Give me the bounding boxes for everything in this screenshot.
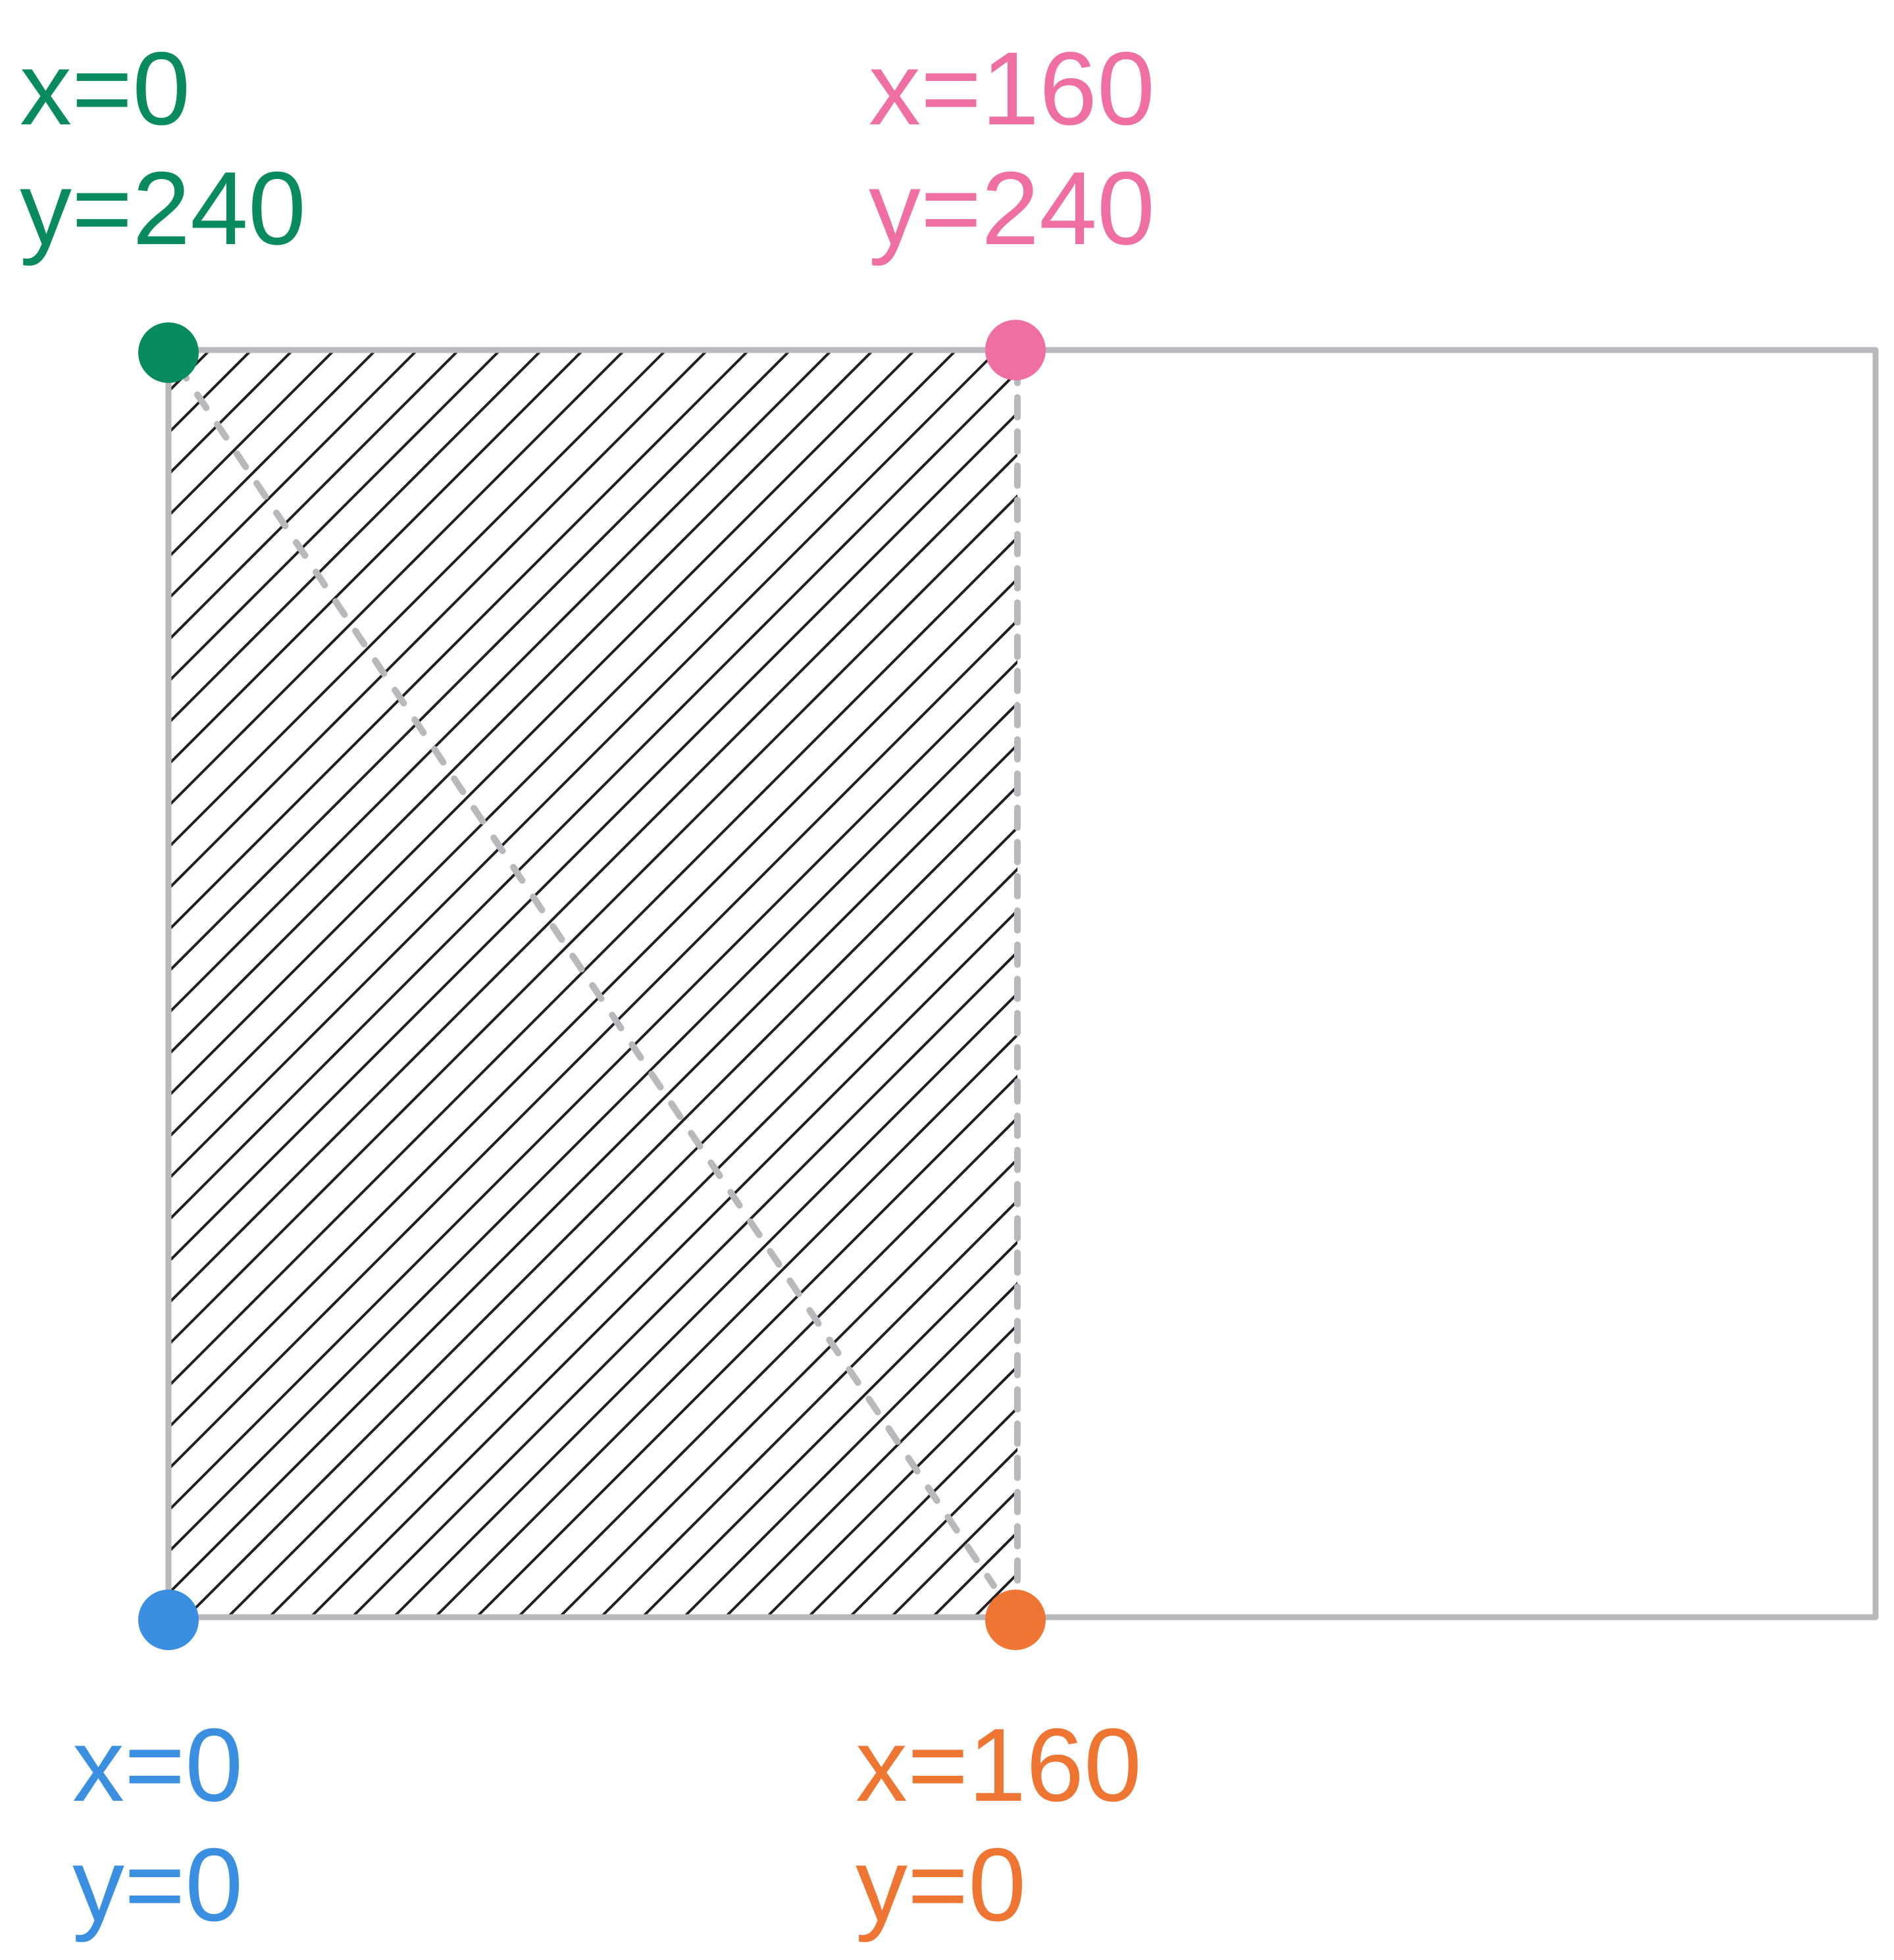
hatch-line — [168, 536, 1017, 1388]
hatch-line — [434, 1033, 1017, 1617]
top-right-x-text: x=160 — [869, 31, 1155, 147]
hatch-line — [168, 350, 999, 1181]
hatch-line — [682, 1282, 1017, 1617]
hatch-line — [600, 1199, 1017, 1617]
hatch-line — [168, 350, 958, 1140]
bottom-right-x-text: x=160 — [856, 1707, 1142, 1823]
hatch-line — [517, 1116, 1017, 1617]
hatch-line — [309, 909, 1017, 1617]
bottom-right-y-text: y=0 — [856, 1827, 1027, 1943]
hatch-line — [475, 1074, 1017, 1617]
hatch-line — [168, 411, 1017, 1264]
hatch-line — [168, 701, 1017, 1554]
hatch-line — [168, 453, 1017, 1305]
hatch-line — [168, 350, 750, 932]
top-left-label: x=0 y=240 — [20, 29, 306, 268]
hatch-line — [890, 1489, 1017, 1617]
hatch-line — [168, 350, 377, 559]
hatch-line — [807, 1406, 1017, 1617]
bottom-right-label: x=160 y=0 — [856, 1705, 1142, 1945]
outer-rectangle — [165, 347, 1879, 1621]
hatch-line — [168, 350, 626, 808]
hatch-line — [168, 577, 1017, 1430]
hatch-line — [168, 350, 253, 435]
hatch-line — [168, 350, 170, 352]
top-left-point — [138, 322, 199, 383]
hatch-line — [168, 350, 211, 393]
hatch-line — [168, 350, 875, 1057]
top-right-y-text: y=240 — [869, 151, 1155, 266]
top-right-label: x=160 y=240 — [869, 29, 1155, 268]
hatch-line — [392, 992, 1017, 1617]
bottom-left-label: x=0 y=0 — [72, 1705, 243, 1945]
hatch-line — [226, 826, 1017, 1617]
hatch-line — [185, 784, 1017, 1617]
hatch-line — [168, 350, 419, 601]
hatch-line — [168, 350, 916, 1098]
hatch-line — [641, 1240, 1017, 1617]
hatch-line — [168, 350, 294, 476]
hatch-line — [973, 1572, 1017, 1617]
hatch-line — [168, 618, 1017, 1471]
bottom-left-y-text: y=0 — [72, 1827, 243, 1943]
hatch-line — [168, 350, 584, 766]
hatch-line — [351, 950, 1017, 1617]
hatch-line — [168, 350, 501, 684]
hatch-line — [268, 867, 1017, 1617]
hatch-line — [724, 1323, 1017, 1617]
hatch-line — [765, 1365, 1017, 1617]
top-left-x-text: x=0 — [20, 31, 191, 147]
hatch-line — [168, 350, 833, 1015]
hatch-line — [848, 1447, 1017, 1617]
hatch-line — [168, 350, 543, 725]
hatch-line — [1014, 1613, 1017, 1617]
hatch-line — [168, 350, 792, 974]
bottom-right-point — [985, 1590, 1046, 1650]
dashed-diagonal-line — [174, 362, 997, 1589]
hatch-line — [931, 1530, 1017, 1617]
bottom-left-x-text: x=0 — [72, 1707, 243, 1823]
top-left-y-text: y=240 — [20, 151, 306, 266]
hatch-line — [168, 350, 667, 849]
hatched-region — [168, 350, 1017, 1617]
hatch-line — [168, 350, 460, 642]
top-right-point — [985, 320, 1046, 380]
hatch-line — [558, 1157, 1017, 1617]
hatch-line — [168, 494, 1017, 1347]
hatch-line — [168, 350, 709, 891]
hatch-line — [168, 743, 1017, 1596]
hatch-line — [168, 370, 1017, 1222]
bottom-left-point — [138, 1590, 199, 1650]
hatch-line — [168, 660, 1017, 1513]
